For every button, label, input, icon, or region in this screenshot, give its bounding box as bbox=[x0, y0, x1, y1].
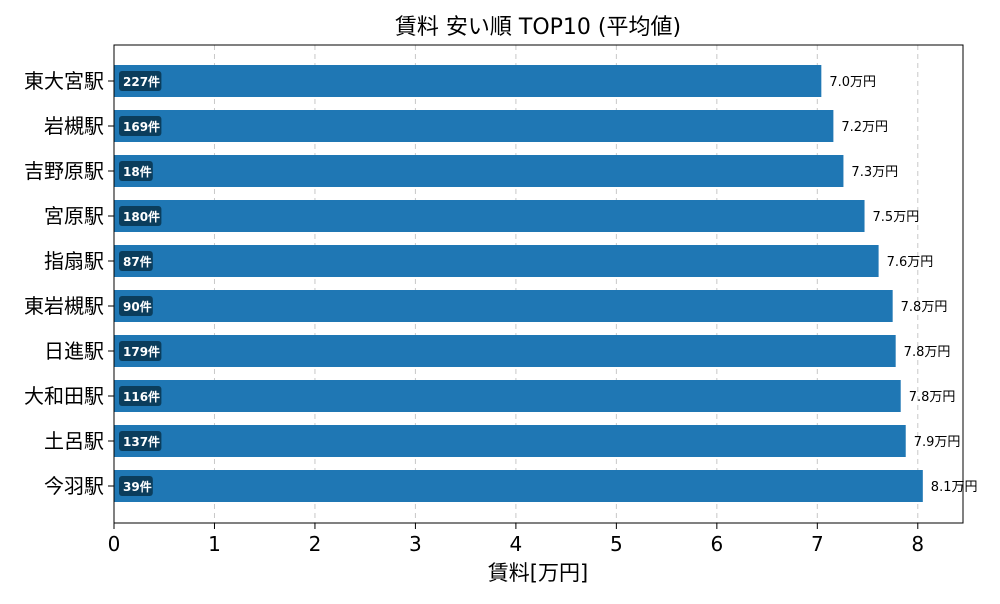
category-label: 日進駅 bbox=[44, 339, 104, 363]
x-tick-label: 2 bbox=[309, 532, 322, 556]
count-badge bbox=[119, 161, 153, 181]
category-label: 土呂駅 bbox=[44, 429, 104, 453]
count-label: 18件 bbox=[123, 164, 152, 179]
value-label: 7.2万円 bbox=[841, 120, 888, 135]
x-tick-label: 4 bbox=[510, 532, 523, 556]
x-tick-label: 7 bbox=[811, 532, 824, 556]
category-label: 東岩槻駅 bbox=[24, 294, 104, 318]
count-label: 137件 bbox=[123, 434, 160, 449]
count-label: 227件 bbox=[123, 74, 160, 89]
count-badge bbox=[119, 71, 162, 91]
category-label: 東大宮駅 bbox=[24, 69, 104, 93]
count-badge bbox=[119, 476, 153, 496]
count-label: 180件 bbox=[123, 209, 160, 224]
x-axis-label: 賃料[万円] bbox=[488, 561, 588, 585]
value-label: 8.1万円 bbox=[931, 480, 978, 495]
category-label: 今羽駅 bbox=[44, 474, 104, 498]
value-label: 7.0万円 bbox=[829, 75, 876, 90]
value-label: 7.8万円 bbox=[901, 300, 948, 315]
value-label: 7.8万円 bbox=[909, 390, 956, 405]
category-label: 大和田駅 bbox=[24, 384, 104, 408]
count-label: 116件 bbox=[123, 389, 160, 404]
bar bbox=[114, 425, 906, 457]
chart-title: 賃料 安い順 TOP10 (平均値) bbox=[395, 15, 681, 40]
category-label: 指扇駅 bbox=[44, 249, 104, 273]
axes: 0 1 2 3 4 5 6 7 8 bbox=[108, 80, 924, 556]
value-label: 7.9万円 bbox=[914, 435, 961, 450]
plot-frame bbox=[113, 44, 964, 524]
count-label: 39件 bbox=[123, 479, 152, 494]
bars bbox=[114, 65, 923, 502]
x-tick-label: 5 bbox=[610, 532, 623, 556]
count-label: 87件 bbox=[123, 254, 152, 269]
x-tick-label: 3 bbox=[409, 532, 422, 556]
count-badge bbox=[119, 341, 162, 361]
value-label: 7.3万円 bbox=[851, 165, 898, 180]
bar bbox=[114, 245, 879, 277]
bar bbox=[114, 380, 901, 412]
count-badge bbox=[119, 431, 162, 451]
value-label: 7.8万円 bbox=[904, 345, 951, 360]
bar bbox=[114, 470, 923, 502]
count-badge bbox=[119, 251, 153, 271]
category-label: 岩槻駅 bbox=[44, 114, 104, 138]
value-label: 7.6万円 bbox=[887, 255, 934, 270]
bar bbox=[114, 65, 822, 97]
bar bbox=[114, 110, 834, 142]
x-tick-label: 0 bbox=[108, 532, 121, 556]
count-badge bbox=[119, 296, 153, 316]
count-label: 169件 bbox=[123, 119, 160, 134]
count-label: 90件 bbox=[123, 299, 152, 314]
x-tick-label: 1 bbox=[208, 532, 221, 556]
count-badge bbox=[119, 386, 162, 406]
category-label: 宮原駅 bbox=[44, 204, 104, 228]
count-badge bbox=[119, 206, 162, 226]
value-label: 7.5万円 bbox=[873, 210, 920, 225]
bar bbox=[114, 335, 896, 367]
count-label: 179件 bbox=[123, 344, 160, 359]
category-label: 吉野原駅 bbox=[24, 159, 104, 183]
bar bbox=[114, 200, 865, 232]
count-badge bbox=[119, 116, 162, 136]
x-tick-label: 8 bbox=[911, 532, 924, 556]
bar bbox=[114, 155, 844, 187]
bar bbox=[114, 290, 893, 322]
x-tick-label: 6 bbox=[710, 532, 723, 556]
